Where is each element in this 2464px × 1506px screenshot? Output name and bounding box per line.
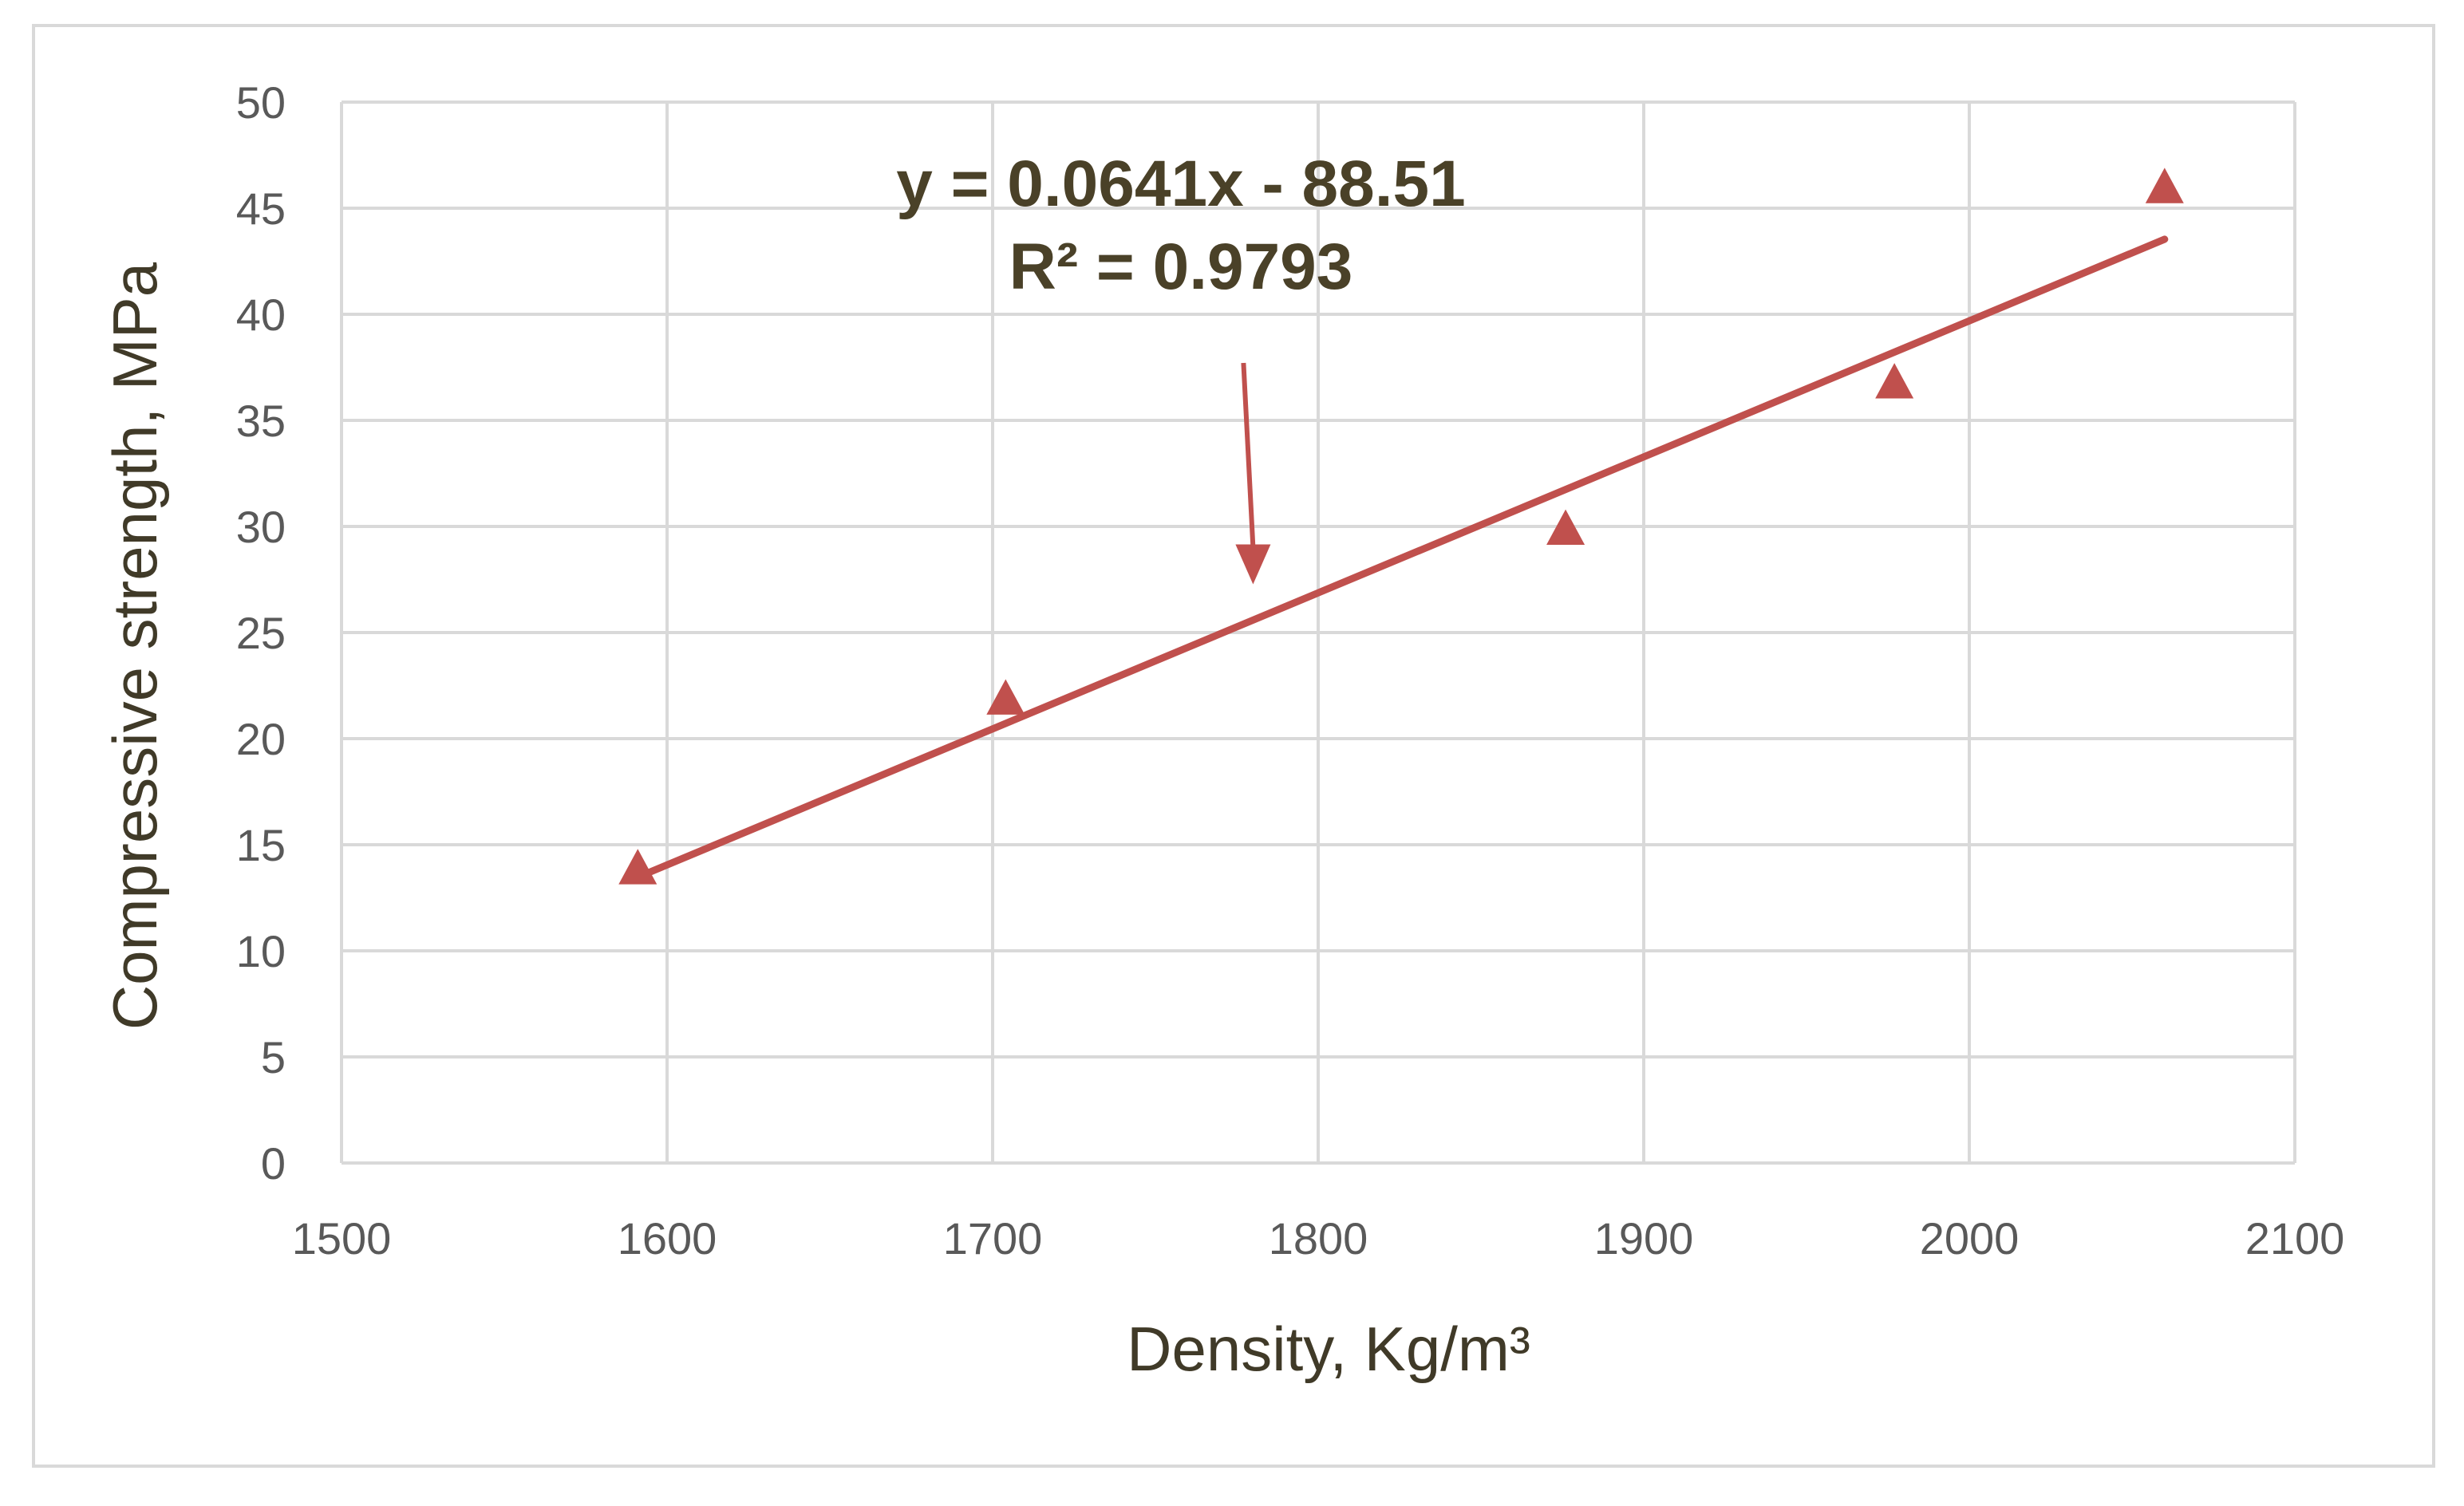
linear-trendline	[634, 235, 2169, 881]
data-point-triangle	[618, 849, 657, 885]
data-point-triangle	[2145, 168, 2184, 203]
data-point-triangle	[1875, 363, 1914, 399]
y-tick-label: 45	[236, 183, 286, 234]
y-tick-label: 50	[236, 77, 286, 128]
y-tick-label: 35	[236, 396, 286, 446]
y-tick-label: 25	[236, 608, 286, 658]
chart-frame	[32, 24, 2435, 1468]
y-tick-label: 40	[236, 290, 286, 340]
trendline-group	[634, 235, 2169, 881]
data-point-triangle	[986, 679, 1025, 715]
data-points	[618, 168, 2184, 885]
x-tick-label: 1700	[943, 1213, 1043, 1264]
grid-lines	[340, 101, 2296, 1165]
y-tick-label: 10	[236, 926, 286, 976]
annotation-arrow-head	[1235, 544, 1271, 585]
y-tick-label: 0	[261, 1138, 286, 1189]
annotation-arrow-shaft	[1241, 362, 1256, 548]
x-tick-label: 2000	[1920, 1213, 2020, 1264]
x-tick-label: 1800	[1269, 1213, 1368, 1264]
x-tick-label: 1600	[618, 1213, 717, 1264]
x-axis-ticks: 1500 1600 1700 1800 1900 2000 2100	[292, 1213, 2345, 1264]
y-tick-label: 30	[236, 502, 286, 552]
y-tick-label: 20	[236, 714, 286, 764]
x-axis-title: Density, Kg/m³	[1127, 1314, 1530, 1384]
equation-label: y = 0.0641x - 88.51	[896, 148, 1466, 220]
x-tick-label: 1500	[292, 1213, 392, 1264]
annotation-group: y = 0.0641x - 88.51 R² = 0.9793	[896, 148, 1466, 585]
y-tick-label: 15	[236, 820, 286, 870]
y-axis-title: Compressive strength, MPa	[100, 262, 170, 1030]
r-squared-label: R² = 0.9793	[1009, 231, 1353, 303]
data-point-triangle	[1546, 509, 1585, 546]
x-tick-label: 2100	[2245, 1213, 2345, 1264]
y-tick-label: 5	[261, 1032, 286, 1082]
y-axis-ticks: 0 5 10 15 20 25 30 35 40 45 50	[236, 77, 286, 1189]
x-tick-label: 1900	[1594, 1213, 1694, 1264]
